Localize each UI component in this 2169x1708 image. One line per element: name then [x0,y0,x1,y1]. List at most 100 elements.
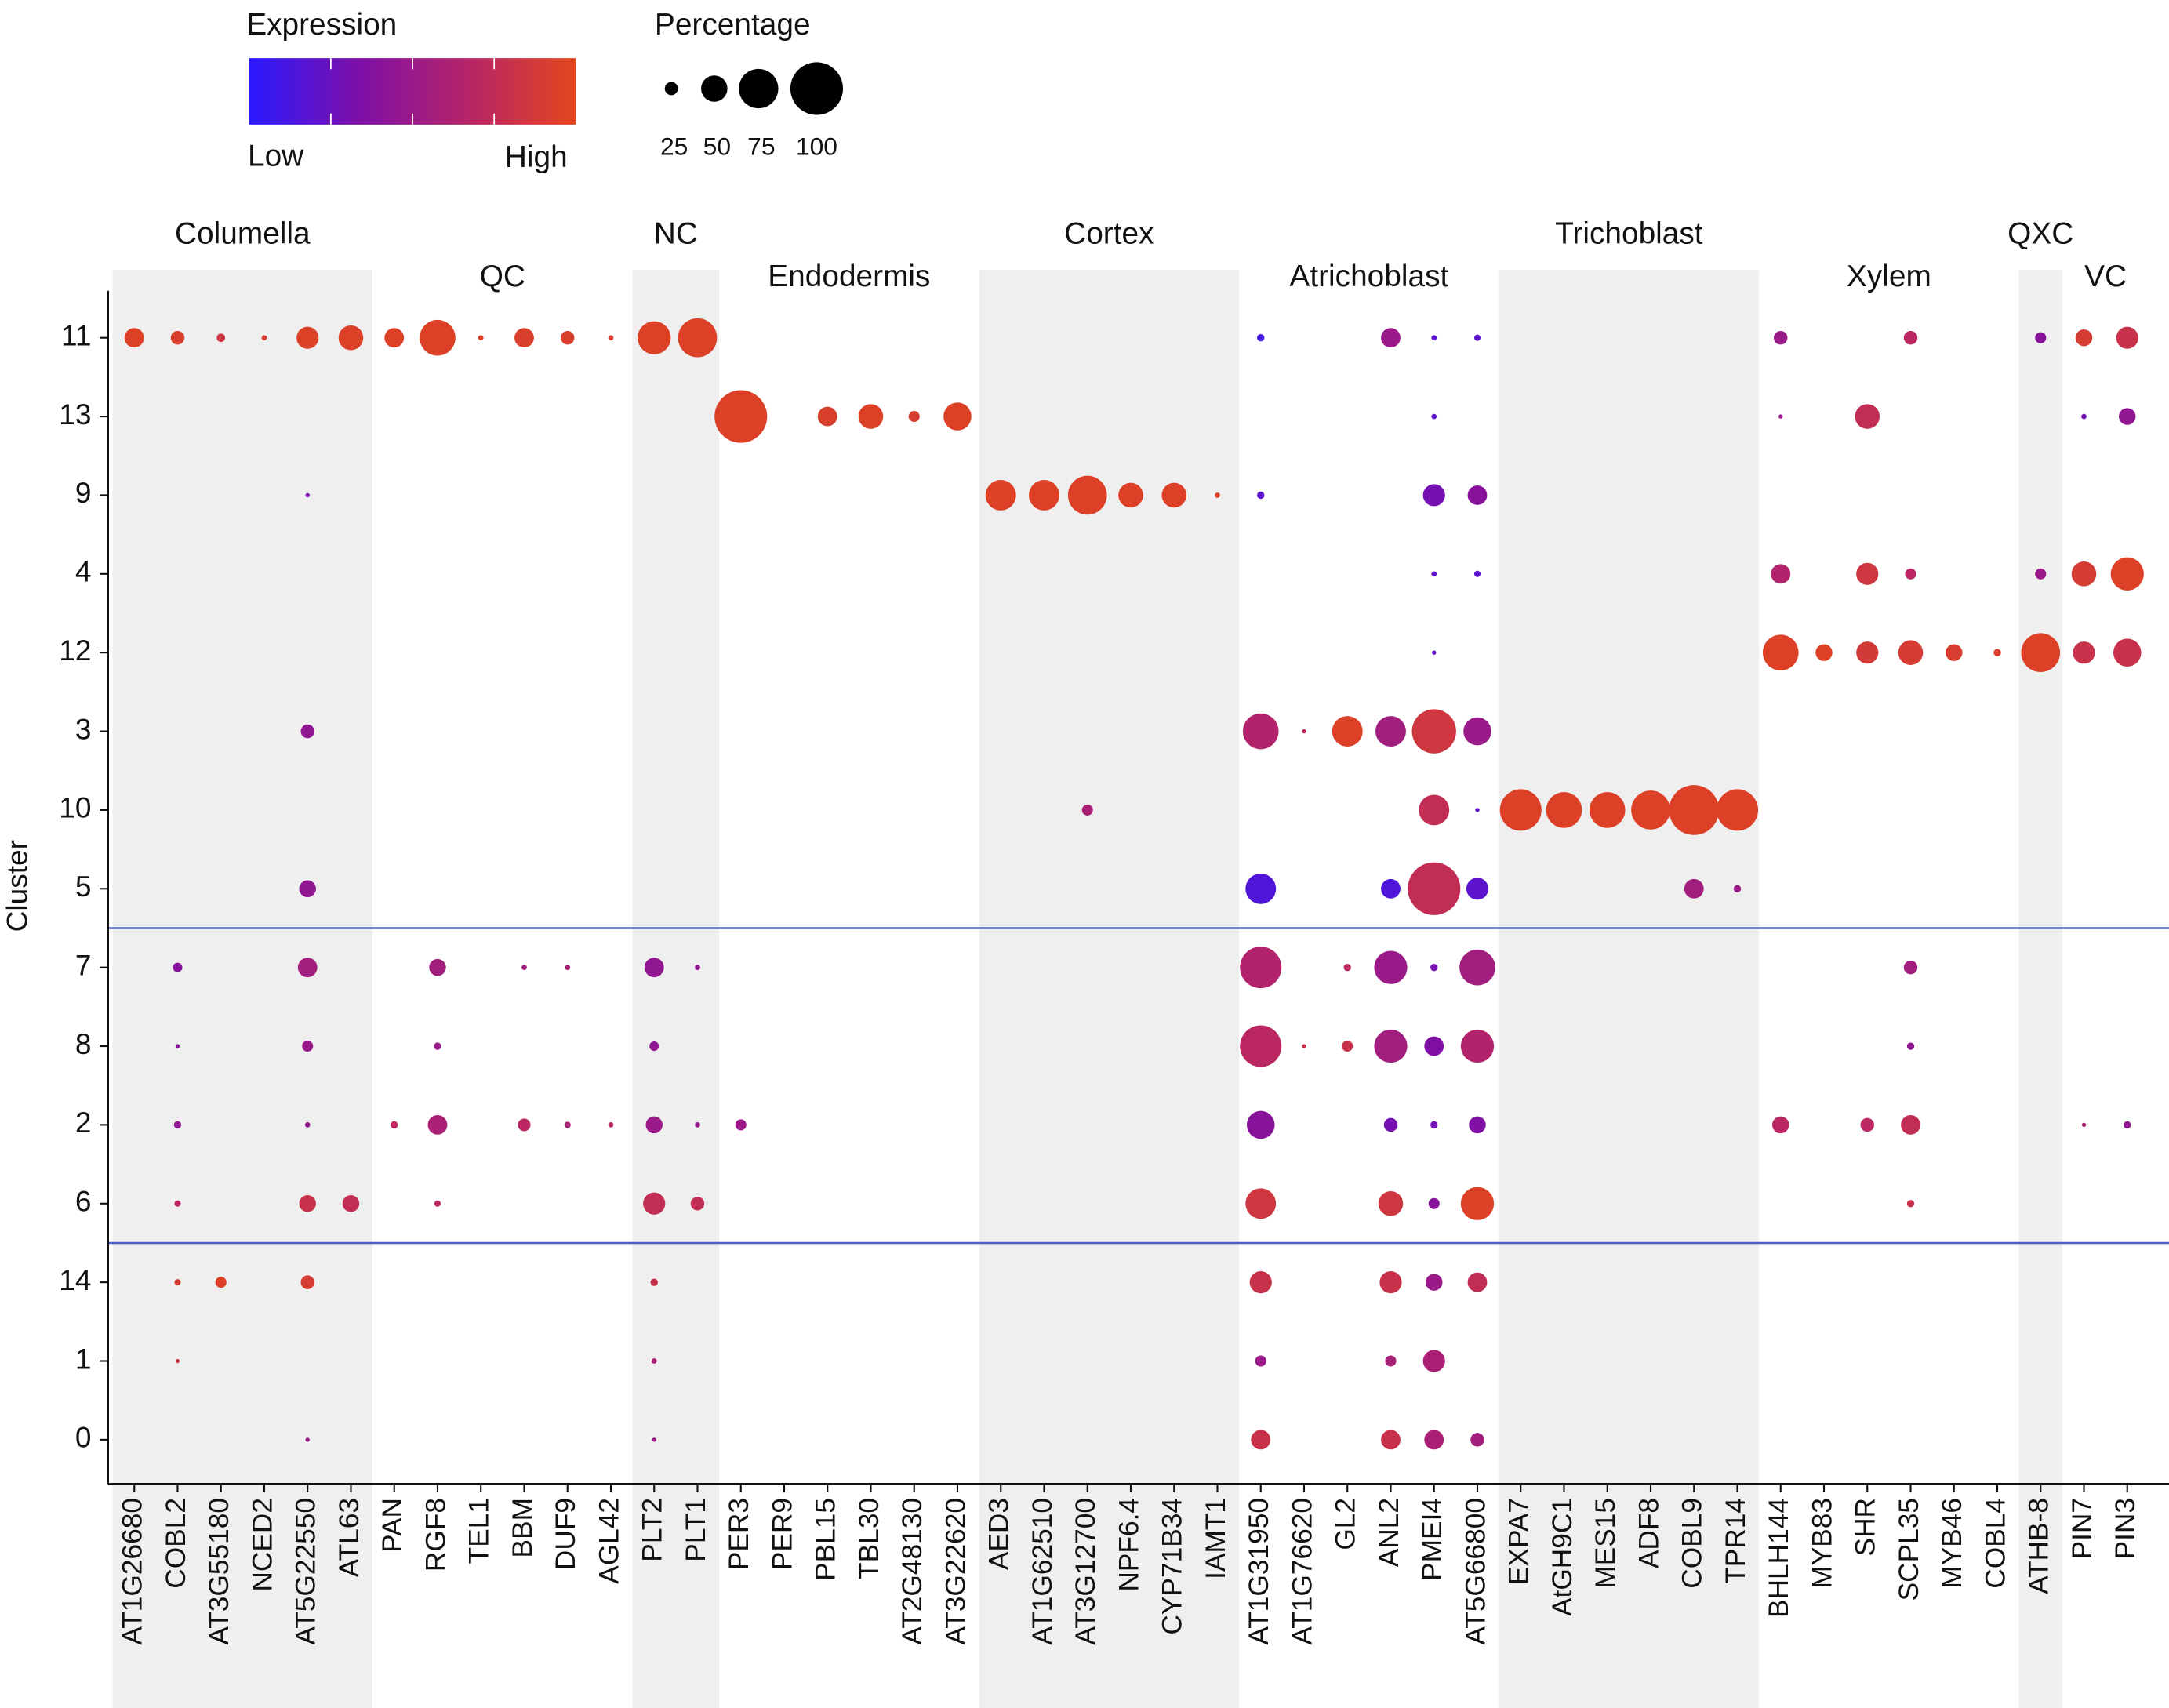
dot [1466,878,1489,900]
x-tick-label: AT2G48130 [897,1498,928,1645]
x-tick-label: EXPA7 [1504,1498,1535,1585]
x-tick-label: PAN [377,1498,408,1553]
x-tick-label: SCPL35 [1894,1498,1924,1601]
dot [608,1122,614,1128]
x-tick-label: TEL1 [464,1498,495,1564]
x-tick-label: AT1G31950 [1244,1498,1274,1645]
dot [1424,1430,1444,1450]
x-tick-label: AT3G12700 [1070,1498,1101,1645]
dot [420,319,456,356]
x-tick-label: PIN3 [2110,1498,2141,1559]
dot [1245,1188,1277,1219]
dot [1246,1110,1275,1139]
dot [296,326,319,349]
dot [478,335,484,341]
dot [1379,1271,1402,1294]
x-tick-label: PBL15 [811,1498,841,1581]
group-shade [979,270,1240,1708]
color-legend-high: High [505,140,568,174]
dot [1469,1116,1486,1134]
dot [1733,885,1742,892]
dot [608,335,614,341]
dot [521,965,527,971]
group-label: NC [654,216,698,250]
dot [1460,1187,1495,1220]
dot [1771,564,1791,584]
dot [1467,1272,1488,1292]
group-label: VC [2084,260,2127,293]
dot [1342,1040,1353,1052]
x-tick-label: AtGH9C1 [1547,1498,1578,1616]
dot [342,1195,360,1212]
x-tick-label: COBL9 [1677,1498,1708,1589]
dot [174,1200,181,1207]
dot [638,321,671,354]
dot [1343,963,1351,972]
dot [1475,808,1480,812]
x-tick-label: GL2 [1331,1498,1361,1550]
dot [1430,1121,1438,1129]
size-legend-title: Percentage [655,8,811,42]
dot [427,1114,448,1135]
dot [1383,1117,1398,1132]
dot [2035,568,2047,580]
group-label: Trichoblast [1555,216,1703,250]
size-legend-label: 50 [703,132,731,160]
dot [173,1121,182,1129]
dot [1459,949,1495,986]
dot [175,1358,180,1364]
group-label: QC [480,260,525,293]
y-tick-label: 13 [59,398,91,431]
dot [1419,794,1450,826]
dot [1118,482,1143,508]
dot [391,1121,398,1129]
dot [2116,326,2138,349]
dot [2075,329,2093,347]
x-tick-label: PLT2 [638,1498,668,1562]
dot [1385,1355,1397,1367]
x-tick-label: DUF9 [550,1498,581,1570]
dot [1778,414,1783,419]
color-legend-title: Expression [246,8,397,42]
x-tick-label: ATHB-8 [2024,1498,2055,1594]
dot [1901,1114,1920,1135]
dot [1946,644,1963,661]
dot [1463,717,1491,746]
dot [304,1122,311,1128]
dot [1161,482,1187,508]
dot [1589,792,1626,828]
dot [1251,1430,1271,1450]
x-tick-label: AT3G22620 [940,1498,971,1645]
x-tick-label: BHLH144 [1764,1498,1794,1618]
dot [300,1275,314,1289]
plot-root: Columella QC NC Endodermis Cortex Atrichoblas… [1,8,2169,1708]
size-legend-label: 25 [660,132,688,160]
dot [714,390,768,443]
x-tick-label: AT1G76620 [1287,1498,1317,1645]
dot [1245,873,1277,904]
dot [1906,1042,1915,1050]
dot [735,1119,747,1131]
x-tick-label: PER3 [724,1498,754,1570]
dot [1381,1430,1401,1450]
dot [561,330,575,345]
dot [1903,960,1918,975]
x-tick-label: PIN7 [2067,1498,2098,1559]
dot [1240,1025,1282,1067]
dot [1855,404,1880,429]
dot [1898,640,1924,665]
x-tick-label: PMEI4 [1417,1498,1448,1581]
y-tick-label: 4 [75,555,92,588]
x-tick-label: AT1G62510 [1027,1498,1058,1645]
dot [1470,1433,1484,1447]
dot [1772,1116,1789,1134]
dot [297,958,318,978]
x-tick-label: AT5G22550 [291,1498,322,1645]
x-tick-label: MES15 [1590,1498,1621,1589]
dot [1257,491,1265,500]
dot [1717,789,1758,831]
dot [695,965,700,971]
dot [1408,862,1461,915]
dot [2124,1121,2131,1129]
dot [1424,1036,1444,1056]
